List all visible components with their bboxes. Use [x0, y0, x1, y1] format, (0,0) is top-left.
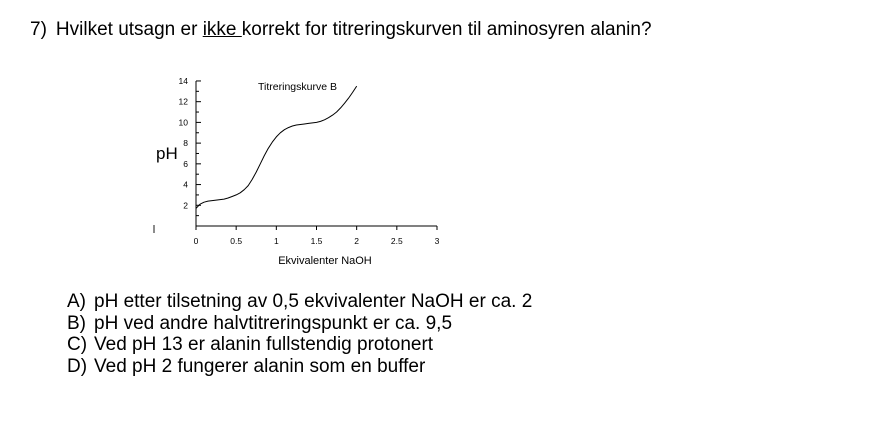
x-tick-label: 2.5	[391, 236, 403, 246]
option-a-text: pH etter tilsetning av 0,5 ekvivalenter …	[94, 291, 533, 312]
y-tick-label: 10	[179, 117, 189, 127]
y-tick-label: 12	[179, 97, 189, 107]
x-tick-label: 1	[274, 236, 279, 246]
chart-curve-layer	[195, 85, 358, 209]
y-tick-label: 14	[179, 76, 189, 86]
option-d-text: Ved pH 2 fungerer alanin som en buffer	[94, 355, 426, 377]
option-b: B) pH ved andre halvtitreringspunkt er ca…	[67, 313, 532, 335]
chart-axes: 2 4 6 8 10 12 14 0 0.5 1 1.5 2 2.5 3	[179, 76, 440, 246]
y-tick-label: 4	[183, 180, 188, 190]
chart-title: Titreringskurve B	[258, 81, 337, 93]
option-c: C) Ved pH 13 er alanin fullstendig proton…	[67, 334, 532, 356]
x-tick-label: 0.5	[230, 236, 242, 246]
question-number: 7)	[30, 19, 47, 40]
option-a: A) pH etter tilsetning av 0,5 ekvivalente…	[67, 291, 532, 313]
y-tick-label: 2	[183, 200, 188, 210]
question: 7) Hvilket utsagn er ikke korrekt for tit…	[30, 19, 652, 41]
option-d: D) Ved pH 2 fungerer alanin som en buffer	[67, 356, 532, 378]
question-text-before: Hvilket utsagn er	[55, 19, 203, 40]
x-tick-label: 2	[354, 236, 359, 246]
option-b-letter: B)	[67, 312, 86, 334]
option-b-text: pH ved andre halvtitreringspunkt er ca. …	[94, 312, 453, 334]
option-c-text: Ved pH 13 er alanin fullstendig protoner…	[94, 334, 434, 355]
question-text-underlined: ikke	[202, 19, 242, 40]
y-tick-label: 8	[183, 138, 188, 148]
chart-y-axis-label: pH	[156, 144, 178, 163]
x-tick-label: 0	[194, 236, 199, 246]
x-tick-label: 1.5	[311, 236, 323, 246]
chart-x-axis-label: Ekvivalenter NaOH	[278, 255, 372, 267]
titration-curve-line	[195, 85, 358, 209]
option-c-letter: C)	[67, 334, 88, 355]
option-d-letter: D)	[67, 355, 88, 377]
x-tick-label: 3	[435, 236, 440, 246]
answer-options: A) pH etter tilsetning av 0,5 ekvivalente…	[67, 291, 532, 377]
question-text-after: korrekt for titreringskurven til aminosy…	[241, 19, 652, 40]
option-a-letter: A)	[67, 291, 86, 312]
y-tick-label: 6	[183, 159, 188, 169]
